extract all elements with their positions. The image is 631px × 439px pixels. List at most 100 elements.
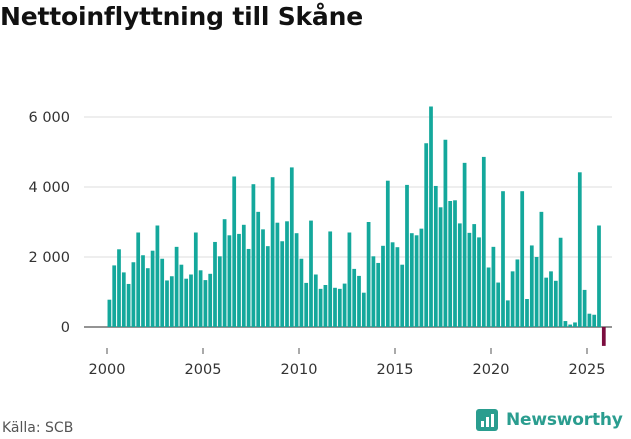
bar xyxy=(304,282,309,327)
bar xyxy=(448,201,453,327)
bar xyxy=(597,225,601,327)
bar xyxy=(237,233,241,327)
bar xyxy=(405,184,409,327)
bar xyxy=(467,232,472,327)
bar xyxy=(318,288,323,327)
bar xyxy=(265,246,270,327)
bar xyxy=(213,241,217,327)
bar xyxy=(328,231,333,327)
bar xyxy=(371,256,376,327)
bar xyxy=(193,232,198,327)
bar xyxy=(414,235,419,327)
bar xyxy=(419,228,424,327)
bar xyxy=(289,167,294,327)
bar xyxy=(525,299,529,327)
bar xyxy=(251,184,256,327)
bar xyxy=(333,287,337,327)
bar xyxy=(145,268,150,327)
bar xyxy=(563,321,568,327)
bar xyxy=(174,246,179,327)
bar xyxy=(573,322,577,327)
bar xyxy=(357,275,361,327)
bar xyxy=(222,219,227,327)
bar xyxy=(381,245,385,327)
bar xyxy=(203,280,208,327)
bar xyxy=(568,324,573,327)
bar xyxy=(443,139,448,327)
bar xyxy=(577,172,582,327)
bar xyxy=(299,258,304,327)
bar xyxy=(155,225,160,327)
bar xyxy=(126,283,131,327)
bar xyxy=(558,237,563,327)
bar xyxy=(582,289,587,327)
bar xyxy=(337,288,342,327)
bar xyxy=(529,245,534,327)
bar xyxy=(409,233,414,327)
bar xyxy=(232,176,237,327)
bar xyxy=(121,272,126,327)
bar xyxy=(462,162,467,327)
bar xyxy=(505,300,510,327)
bar xyxy=(539,211,544,327)
bar xyxy=(261,229,265,327)
bar xyxy=(169,276,174,327)
bar xyxy=(385,180,390,327)
brand-name: Newsworthy xyxy=(506,410,623,430)
bar xyxy=(131,262,136,327)
brand-logo[interactable]: Newsworthy xyxy=(476,409,623,431)
bar xyxy=(217,256,222,327)
bar xyxy=(510,271,515,327)
x-tick-label: 2000 xyxy=(89,362,126,378)
bar xyxy=(198,270,203,327)
bar xyxy=(515,259,520,327)
bar xyxy=(184,278,189,327)
bar xyxy=(366,222,371,327)
y-tick-label: 0 xyxy=(61,320,70,336)
bar xyxy=(453,200,457,327)
bar xyxy=(400,264,405,327)
x-tick-label: 2025 xyxy=(569,362,606,378)
x-tick-label: 2010 xyxy=(281,362,318,378)
bar xyxy=(433,185,438,327)
bar xyxy=(246,248,251,327)
x-axis: 2000 2005 2010 2015 2020 2025 xyxy=(89,348,606,378)
bar xyxy=(165,280,169,327)
bar xyxy=(160,258,165,327)
bar xyxy=(179,264,184,327)
bars xyxy=(107,106,606,346)
bar xyxy=(544,277,549,327)
bar xyxy=(429,106,433,327)
bar xyxy=(587,313,592,327)
bar xyxy=(275,222,280,327)
bar xyxy=(520,191,525,327)
bar xyxy=(390,242,395,327)
bar xyxy=(481,156,486,327)
bar xyxy=(270,177,275,327)
bar xyxy=(117,249,121,327)
bar xyxy=(549,271,553,327)
y-tick-label: 6 000 xyxy=(28,110,70,126)
y-axis: 0 2 000 4 000 6 000 xyxy=(28,110,70,336)
chart-title: Nettoinflyttning till Skåne xyxy=(0,2,363,31)
bar xyxy=(491,246,496,327)
bar xyxy=(309,220,313,327)
bar xyxy=(486,267,491,327)
bar xyxy=(534,257,539,327)
bar xyxy=(438,207,443,327)
bar xyxy=(280,241,285,327)
bar xyxy=(553,280,558,327)
bar xyxy=(352,268,357,327)
bar xyxy=(424,143,429,327)
x-tick-label: 2020 xyxy=(473,362,510,378)
bar xyxy=(347,232,352,327)
newsworthy-icon xyxy=(476,409,498,431)
source-label: Källa: SCB xyxy=(2,420,74,436)
bar xyxy=(112,265,117,327)
bar xyxy=(496,282,501,327)
y-tick-label: 4 000 xyxy=(28,180,70,196)
bar xyxy=(361,292,366,327)
bar xyxy=(313,274,318,327)
y-tick-label: 2 000 xyxy=(28,250,70,266)
